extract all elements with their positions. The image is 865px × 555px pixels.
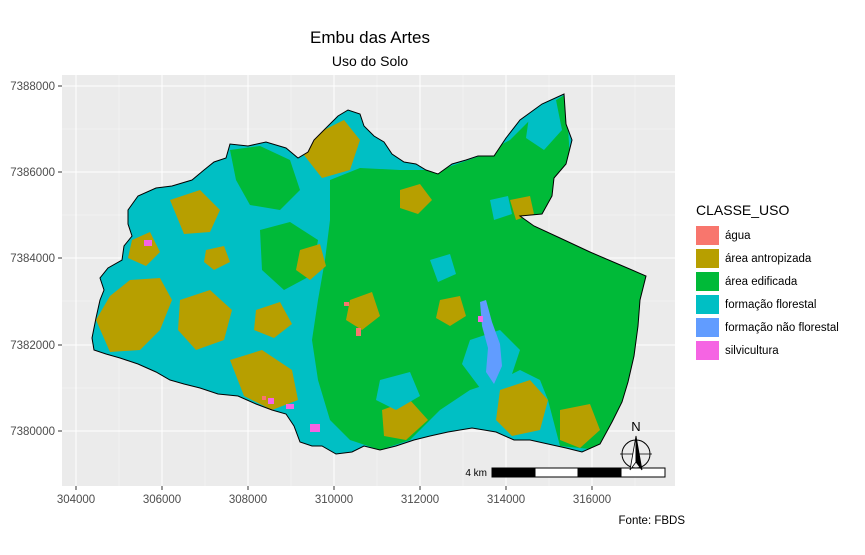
scale-bar-label: 4 km — [465, 468, 487, 479]
legend-swatch — [696, 249, 719, 268]
legend: CLASSE_USO água área antropizada área ed… — [696, 202, 839, 362]
scale-bar-seg-1 — [491, 467, 536, 478]
legend-item: silvicultura — [696, 339, 839, 362]
legend-label: formação não florestal — [725, 321, 839, 334]
legend-label: água — [725, 229, 751, 242]
legend-item: área edificada — [696, 270, 839, 293]
legend-swatch — [696, 226, 719, 245]
legend-swatch — [696, 272, 719, 291]
source-caption: Fonte: FBDS — [618, 515, 685, 527]
x-tick-label: 314000 — [487, 494, 525, 506]
legend-label: área edificada — [725, 275, 798, 288]
legend-item: formação não florestal — [696, 316, 839, 339]
x-tick-label: 312000 — [401, 494, 439, 506]
legend-swatch — [696, 318, 719, 337]
y-tick-label: 7388000 — [10, 81, 55, 93]
built-area-east — [312, 94, 646, 450]
non-forest-formation — [480, 300, 502, 384]
map-title: Embu das Artes — [309, 28, 430, 47]
water-patches — [262, 302, 361, 400]
y-tick-label: 7382000 — [10, 340, 55, 352]
scale-bar-seg-4 — [620, 467, 666, 478]
x-tick-label: 310000 — [315, 494, 353, 506]
legend-label: área antropizada — [725, 252, 812, 265]
legend-title: CLASSE_USO — [696, 202, 790, 218]
anthropized-patches — [96, 120, 600, 448]
scale-bar-seg-3 — [577, 467, 622, 478]
north-label: N — [631, 419, 640, 434]
legend-swatch — [696, 341, 719, 360]
legend-label: formação florestal — [725, 298, 817, 311]
legend-item: água — [696, 224, 839, 247]
municipality-boundary — [91, 93, 647, 455]
legend-item: formação florestal — [696, 293, 839, 316]
y-tick-label: 7386000 — [10, 167, 55, 179]
x-axis: 304000 306000 308000 310000 312000 31400… — [57, 486, 611, 506]
y-axis: 7388000 7386000 7384000 7382000 7380000 — [10, 81, 62, 438]
x-tick-label: 308000 — [229, 494, 267, 506]
legend-label: silvicultura — [725, 344, 779, 357]
legend-item: área antropizada — [696, 247, 839, 270]
x-tick-label: 306000 — [143, 494, 181, 506]
y-tick-label: 7384000 — [10, 253, 55, 265]
x-tick-label: 316000 — [573, 494, 611, 506]
north-arrow-icon: N — [620, 419, 652, 471]
x-tick-label: 304000 — [57, 494, 95, 506]
silviculture-patches — [144, 240, 483, 432]
scale-bar-seg-2 — [534, 467, 579, 478]
built-area-north — [230, 146, 300, 210]
legend-swatch — [696, 295, 719, 314]
scale-bar: 4 km — [465, 467, 666, 479]
map-subtitle: Uso do Solo — [331, 53, 409, 69]
y-tick-label: 7380000 — [10, 426, 55, 438]
